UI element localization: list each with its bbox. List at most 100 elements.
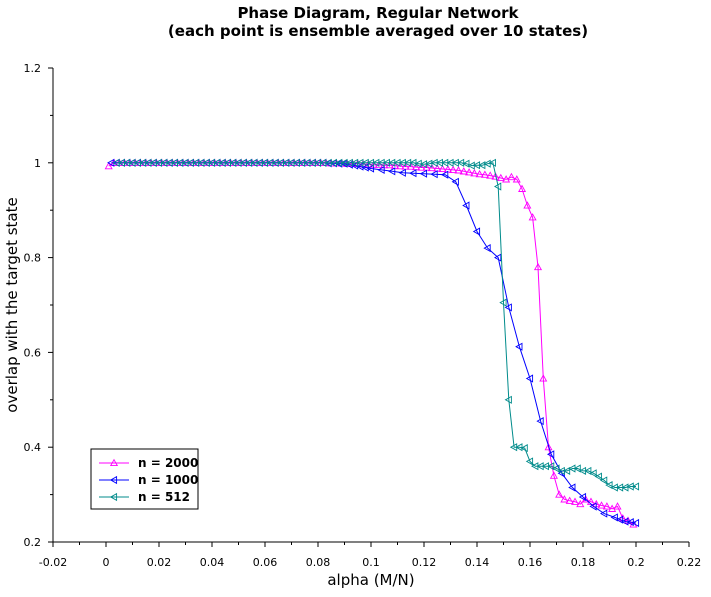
- legend-label: n = 1000: [138, 473, 198, 487]
- chart-title: Phase Diagram, Regular Network: [237, 4, 519, 22]
- data-point: [599, 509, 608, 518]
- data-point: [449, 165, 458, 174]
- data-point: [546, 462, 555, 471]
- data-point: [387, 167, 396, 176]
- legend-marker: [109, 475, 118, 485]
- data-point: [599, 476, 608, 485]
- data-point: [486, 171, 495, 179]
- data-point: [576, 499, 585, 508]
- data-point: [472, 227, 481, 236]
- x-tick-label: 0.02: [147, 556, 172, 569]
- chart-subtitle: (each point is ensemble averaged over 10…: [168, 22, 588, 40]
- data-point: [560, 495, 569, 503]
- data-point: [539, 374, 548, 382]
- data-point: [571, 497, 580, 505]
- data-point: [480, 170, 489, 178]
- data-point: [462, 159, 470, 168]
- data-point: [552, 464, 560, 473]
- data-point: [597, 501, 606, 509]
- data-point: [425, 159, 433, 168]
- data-point: [396, 161, 405, 170]
- x-tick-label: 0.04: [200, 556, 225, 569]
- legend-item: n = 2000: [99, 456, 198, 470]
- data-point: [451, 177, 459, 186]
- x-tick-label: 0.1: [362, 556, 380, 569]
- data-point: [631, 518, 640, 528]
- data-point: [549, 471, 558, 479]
- data-point: [504, 303, 512, 312]
- data-point: [546, 450, 555, 459]
- data-point: [478, 161, 486, 170]
- legend-item: n = 1000: [99, 473, 198, 487]
- x-tick-label: 0: [103, 556, 110, 569]
- data-point: [610, 513, 618, 522]
- data-point: [608, 504, 617, 512]
- data-point: [626, 518, 634, 527]
- data-point: [525, 374, 534, 383]
- data-point: [515, 443, 523, 452]
- y-tick-label: 1.2: [24, 62, 42, 75]
- data-point: [594, 472, 602, 481]
- data-point: [493, 182, 502, 191]
- x-tick-label: 0.12: [412, 556, 437, 569]
- y-tick-label: 0.2: [24, 536, 42, 549]
- data-point: [377, 165, 385, 174]
- data-point: [507, 172, 516, 181]
- data-point: [483, 244, 491, 253]
- data-point: [491, 172, 500, 180]
- data-point: [465, 168, 474, 176]
- data-point: [525, 457, 534, 466]
- data-point: [406, 162, 415, 170]
- legend-label: n = 2000: [138, 456, 198, 470]
- data-point: [440, 170, 449, 179]
- data-point: [536, 417, 544, 426]
- data-point: [419, 169, 428, 178]
- data-point: [409, 158, 417, 167]
- series-layer: [104, 158, 640, 528]
- data-point: [427, 163, 437, 172]
- data-point: [488, 158, 496, 167]
- legend-item: n = 512: [99, 490, 190, 504]
- data-point: [475, 169, 484, 178]
- data-point: [584, 466, 592, 475]
- data-point: [562, 466, 571, 475]
- data-point: [578, 492, 587, 502]
- data-point: [438, 164, 447, 173]
- data-point: [533, 262, 543, 271]
- data-point: [504, 395, 512, 404]
- data-point: [483, 159, 491, 168]
- data-point: [361, 163, 369, 172]
- data-point: [565, 496, 574, 504]
- data-point: [512, 175, 521, 183]
- data-point: [430, 170, 438, 179]
- data-point: [523, 201, 532, 209]
- data-point: [602, 502, 611, 510]
- x-axis-label: alpha (M/N): [327, 571, 414, 589]
- data-point: [462, 201, 470, 210]
- data-point: [456, 158, 465, 167]
- data-point: [417, 163, 426, 171]
- x-tick-label: 0.2: [627, 556, 645, 569]
- data-point: [568, 483, 576, 492]
- data-point: [459, 167, 468, 175]
- data-point: [544, 442, 553, 451]
- data-point: [398, 168, 406, 177]
- data-point: [499, 298, 507, 307]
- data-point: [409, 169, 417, 178]
- x-tick-label: -0.02: [39, 556, 67, 569]
- x-tick-label: 0.16: [518, 556, 543, 569]
- data-point: [573, 464, 581, 473]
- data-point: [589, 469, 597, 478]
- data-point: [613, 502, 622, 510]
- legend-marker: [109, 458, 119, 467]
- data-point: [518, 184, 527, 192]
- series-3: [112, 158, 640, 492]
- data-point: [454, 166, 463, 174]
- data-point: [589, 502, 597, 511]
- x-tick-label: 0.22: [677, 556, 702, 569]
- data-point: [555, 490, 564, 498]
- y-tick-label: 0.4: [24, 441, 42, 454]
- data-point: [631, 482, 640, 491]
- y-tick-label: 0.6: [24, 346, 42, 359]
